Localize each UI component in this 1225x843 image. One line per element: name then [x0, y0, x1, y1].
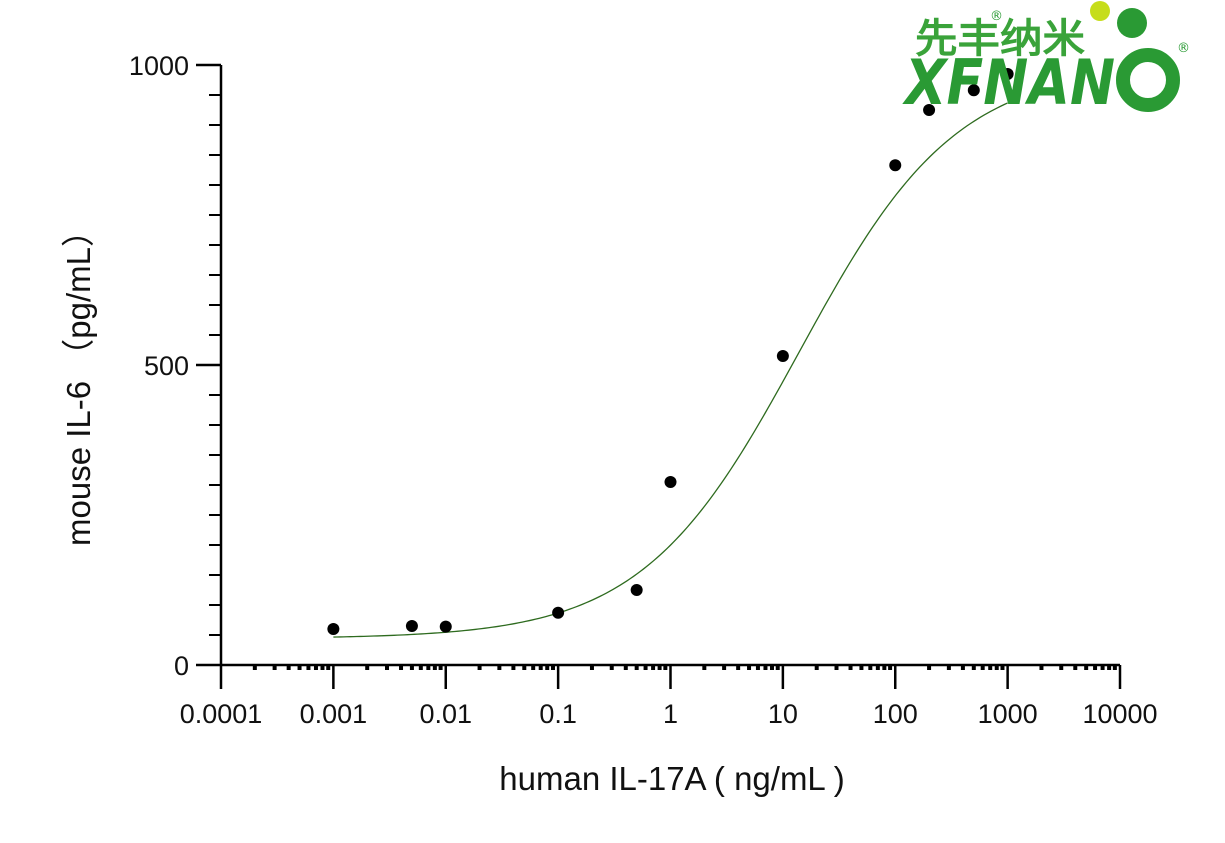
x-axis: 0.0001 0.001 0.01 0.1 1 10 100 1000 10000 — [180, 663, 1158, 729]
data-point — [552, 606, 565, 619]
x-tick-label: 1000 — [978, 699, 1038, 729]
x-tick-label: 10 — [768, 699, 798, 729]
logo-ball-icon — [1117, 8, 1147, 38]
y-tick-label: 500 — [144, 351, 189, 381]
y-tick-label: 1000 — [129, 51, 189, 81]
data-point — [889, 159, 902, 172]
x-tick-label: 1 — [663, 699, 678, 729]
y-axis: 0 500 1000 — [129, 51, 223, 681]
x-tick-label: 0.1 — [539, 699, 577, 729]
logo-english-text: XFNAN — [902, 46, 1115, 119]
data-point — [923, 104, 936, 116]
y-axis-title: mouse IL-6 （pg/mL） — [60, 214, 97, 546]
data-point — [439, 620, 452, 633]
x-tick-label: 10000 — [1082, 699, 1157, 729]
data-point — [776, 350, 789, 362]
fit-curve-layer — [333, 102, 1008, 638]
x-axis-title: human IL-17A ( ng/mL ) — [499, 760, 844, 797]
x-tick-label: 0.01 — [419, 699, 472, 729]
x-tick-label: 0.0001 — [180, 699, 263, 729]
data-point — [327, 623, 340, 635]
data-point — [405, 620, 418, 632]
x-tick-label: 100 — [873, 699, 918, 729]
logo-ball-small-icon — [1090, 1, 1110, 21]
data-point — [664, 476, 677, 488]
data-point — [630, 584, 643, 596]
x-tick-label: 0.001 — [300, 699, 368, 729]
logo-registered-mark-side: ® — [1177, 41, 1190, 56]
logo-ring-o-icon — [1116, 48, 1180, 112]
data-point — [967, 84, 980, 97]
data-point — [1001, 68, 1014, 80]
logo-registered-mark-top: ® — [990, 9, 1003, 24]
xfnano-logo: 先丰纳米 ® XFNAN ® — [902, 1, 1190, 119]
data-points — [327, 68, 1014, 635]
y-tick-label: 0 — [174, 651, 189, 681]
fit-curve — [333, 102, 1008, 638]
logo-chinese-text: 先丰纳米 — [915, 16, 1085, 62]
